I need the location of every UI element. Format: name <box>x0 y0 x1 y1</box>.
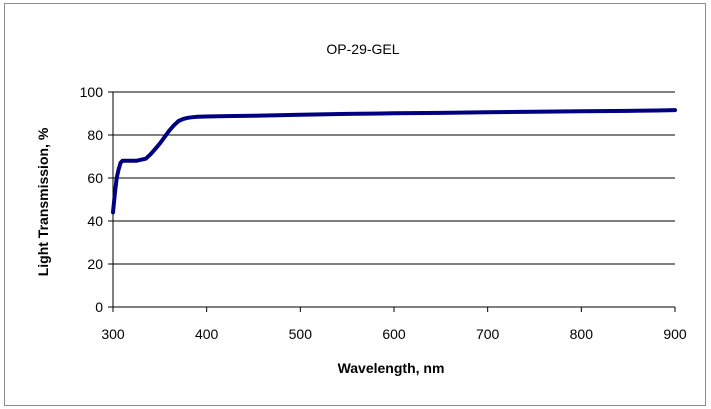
series-group <box>111 108 677 215</box>
x-tick-label-700: 700 <box>476 326 500 342</box>
gridlines <box>113 91 675 265</box>
y-axis-ticks: 0 20 40 60 80 100 <box>80 84 113 315</box>
chart-frame: OP-29-GEL 0 20 40 60 80 100 300 400 500 600 700 80… <box>4 3 706 406</box>
chart-title: OP-29-GEL <box>326 41 399 57</box>
axes <box>112 92 675 308</box>
y-tick-label-60: 60 <box>87 170 103 186</box>
y-tick-label-20: 20 <box>87 256 103 272</box>
y-tick-label-0: 0 <box>95 299 103 315</box>
series-line-0 <box>111 108 677 215</box>
x-tick-label-900: 900 <box>663 326 687 342</box>
y-tick-label-80: 80 <box>87 127 103 143</box>
x-tick-label-400: 400 <box>195 326 219 342</box>
x-tick-label-300: 300 <box>101 326 125 342</box>
y-axis-title: Light Transmission, % <box>35 127 51 276</box>
chart: OP-29-GEL 0 20 40 60 80 100 300 400 500 600 700 80… <box>35 41 687 376</box>
x-tick-label-800: 800 <box>570 326 594 342</box>
x-axis-title: Wavelength, nm <box>338 360 445 376</box>
x-tick-label-600: 600 <box>382 326 406 342</box>
x-tick-label-500: 500 <box>289 326 313 342</box>
y-tick-label-40: 40 <box>87 213 103 229</box>
y-tick-label-100: 100 <box>80 84 104 100</box>
x-axis-ticks: 300 400 500 600 700 800 900 <box>101 307 687 342</box>
